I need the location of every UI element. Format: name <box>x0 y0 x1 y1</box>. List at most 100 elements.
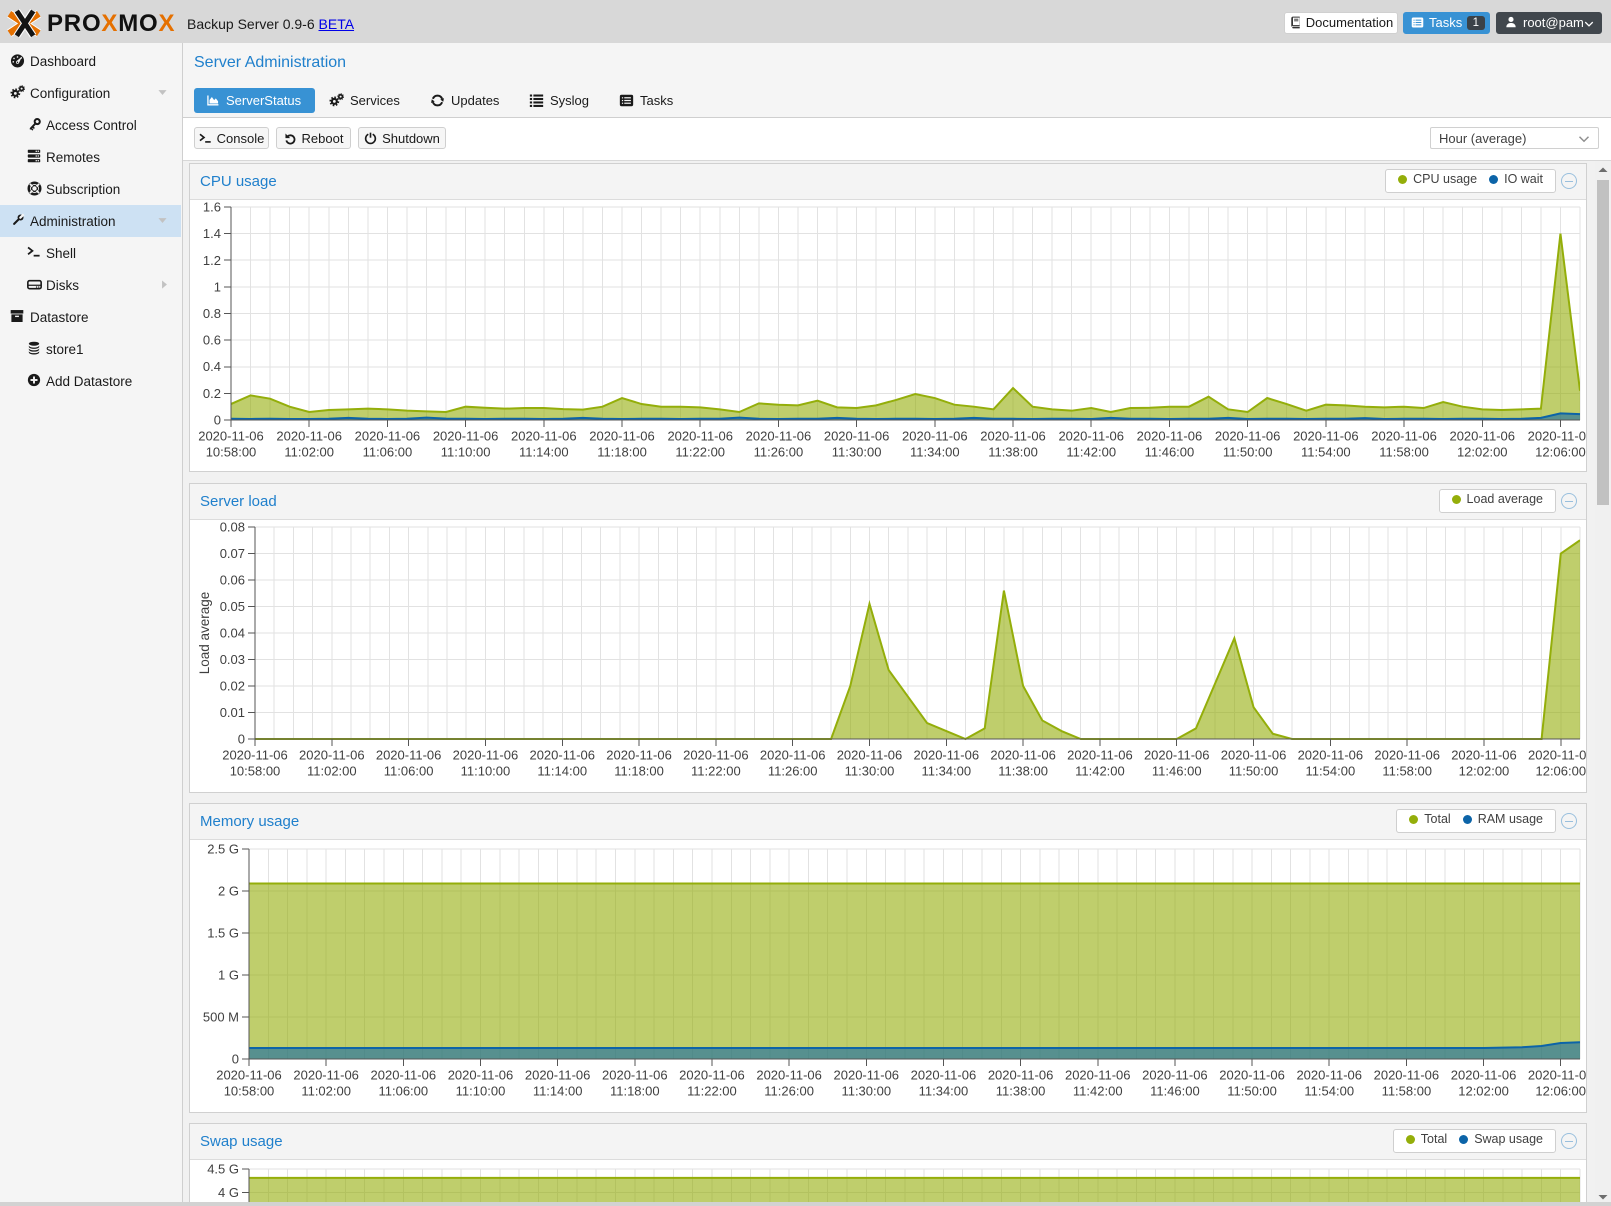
svg-text:0.08: 0.08 <box>220 520 245 535</box>
svg-text:2 G: 2 G <box>218 884 239 899</box>
svg-text:1: 1 <box>214 279 221 294</box>
svg-text:10:58:00: 10:58:00 <box>224 1084 275 1099</box>
svg-text:2020-11-06: 2020-11-06 <box>606 748 672 763</box>
svg-text:2020-11-06: 2020-11-06 <box>1067 748 1133 763</box>
svg-text:11:22:00: 11:22:00 <box>687 1084 737 1099</box>
svg-text:2020-11-06: 2020-11-06 <box>355 429 421 444</box>
svg-text:11:22:00: 11:22:00 <box>691 764 741 779</box>
svg-text:11:46:00: 11:46:00 <box>1145 445 1195 460</box>
svg-text:11:50:00: 11:50:00 <box>1229 764 1279 779</box>
svg-text:1.6: 1.6 <box>203 200 221 215</box>
svg-text:2020-11-06: 2020-11-06 <box>834 1068 900 1083</box>
svg-text:11:06:00: 11:06:00 <box>384 764 434 779</box>
svg-text:1.4: 1.4 <box>203 226 221 241</box>
svg-text:2020-11-06: 2020-11-06 <box>602 1068 668 1083</box>
svg-text:2020-11-06: 2020-11-06 <box>376 748 442 763</box>
svg-text:11:14:00: 11:14:00 <box>533 1084 583 1099</box>
svg-text:2020-11-06: 2020-11-06 <box>1528 429 1586 444</box>
svg-text:2020-11-06: 2020-11-06 <box>988 1068 1054 1083</box>
svg-text:1 G: 1 G <box>218 968 239 983</box>
svg-text:2020-11-06: 2020-11-06 <box>824 429 890 444</box>
svg-text:0.03: 0.03 <box>220 652 245 667</box>
svg-text:11:02:00: 11:02:00 <box>307 764 357 779</box>
svg-text:11:14:00: 11:14:00 <box>537 764 587 779</box>
svg-text:2020-11-06: 2020-11-06 <box>760 748 826 763</box>
svg-text:2020-11-06: 2020-11-06 <box>448 1068 514 1083</box>
svg-text:2020-11-06: 2020-11-06 <box>1221 748 1287 763</box>
svg-text:2020-11-06: 2020-11-06 <box>1219 1068 1285 1083</box>
svg-text:2020-11-06: 2020-11-06 <box>1374 1068 1440 1083</box>
svg-text:11:14:00: 11:14:00 <box>519 445 569 460</box>
svg-text:10:58:00: 10:58:00 <box>206 445 257 460</box>
svg-text:11:06:00: 11:06:00 <box>363 445 413 460</box>
svg-text:2020-11-06: 2020-11-06 <box>589 429 655 444</box>
svg-text:2020-11-06: 2020-11-06 <box>371 1068 437 1083</box>
svg-text:11:06:00: 11:06:00 <box>378 1084 428 1099</box>
svg-text:11:38:00: 11:38:00 <box>996 1084 1046 1099</box>
svg-text:11:02:00: 11:02:00 <box>301 1084 351 1099</box>
svg-text:2020-11-06: 2020-11-06 <box>679 1068 745 1083</box>
svg-text:2020-11-06: 2020-11-06 <box>276 429 342 444</box>
svg-text:0.02: 0.02 <box>220 679 245 694</box>
svg-text:2020-11-06: 2020-11-06 <box>529 748 595 763</box>
svg-text:11:58:00: 11:58:00 <box>1382 1084 1432 1099</box>
svg-text:2020-11-06: 2020-11-06 <box>453 748 519 763</box>
svg-text:2020-11-06: 2020-11-06 <box>1371 429 1437 444</box>
svg-text:2020-11-06: 2020-11-06 <box>299 748 365 763</box>
svg-text:11:22:00: 11:22:00 <box>675 445 725 460</box>
svg-text:11:30:00: 11:30:00 <box>832 445 882 460</box>
svg-text:Load average: Load average <box>197 592 212 675</box>
svg-text:11:58:00: 11:58:00 <box>1379 445 1429 460</box>
svg-text:1.5 G: 1.5 G <box>207 926 239 941</box>
svg-text:0.01: 0.01 <box>220 705 245 720</box>
svg-text:0: 0 <box>214 413 221 428</box>
svg-text:11:30:00: 11:30:00 <box>841 1084 891 1099</box>
svg-text:4.5 G: 4.5 G <box>207 1162 239 1177</box>
svg-text:11:38:00: 11:38:00 <box>988 445 1038 460</box>
svg-text:12:02:00: 12:02:00 <box>1458 1084 1509 1099</box>
svg-text:2020-11-06: 2020-11-06 <box>1451 1068 1517 1083</box>
svg-text:2020-11-06: 2020-11-06 <box>1215 429 1281 444</box>
svg-text:10:58:00: 10:58:00 <box>230 764 281 779</box>
svg-text:11:10:00: 11:10:00 <box>441 445 491 460</box>
svg-text:11:50:00: 11:50:00 <box>1223 445 1273 460</box>
svg-text:2020-11-06: 2020-11-06 <box>433 429 499 444</box>
svg-text:1.2: 1.2 <box>203 253 221 268</box>
svg-text:11:34:00: 11:34:00 <box>919 1084 969 1099</box>
svg-text:2020-11-06: 2020-11-06 <box>1298 748 1364 763</box>
svg-text:11:46:00: 11:46:00 <box>1150 1084 1200 1099</box>
svg-text:2020-11-06: 2020-11-06 <box>1449 429 1515 444</box>
svg-text:2020-11-06: 2020-11-06 <box>756 1068 822 1083</box>
svg-text:11:18:00: 11:18:00 <box>610 1084 660 1099</box>
svg-text:11:58:00: 11:58:00 <box>1382 764 1432 779</box>
svg-text:0.04: 0.04 <box>220 626 245 641</box>
svg-text:2020-11-06: 2020-11-06 <box>525 1068 591 1083</box>
svg-text:2020-11-06: 2020-11-06 <box>222 748 288 763</box>
svg-text:0.8: 0.8 <box>203 306 221 321</box>
svg-text:12:02:00: 12:02:00 <box>1457 445 1508 460</box>
svg-text:2020-11-06: 2020-11-06 <box>198 429 264 444</box>
svg-text:2020-11-06: 2020-11-06 <box>1528 748 1586 763</box>
svg-text:2020-11-06: 2020-11-06 <box>1374 748 1440 763</box>
svg-text:11:18:00: 11:18:00 <box>597 445 647 460</box>
svg-text:2020-11-06: 2020-11-06 <box>1528 1068 1586 1083</box>
svg-text:2020-11-06: 2020-11-06 <box>1451 748 1517 763</box>
svg-text:11:34:00: 11:34:00 <box>921 764 971 779</box>
svg-text:11:54:00: 11:54:00 <box>1306 764 1356 779</box>
svg-text:12:06:00: 12:06:00 <box>1535 1084 1586 1099</box>
svg-text:2020-11-06: 2020-11-06 <box>914 748 980 763</box>
svg-text:2020-11-06: 2020-11-06 <box>293 1068 359 1083</box>
svg-text:500 M: 500 M <box>203 1010 239 1025</box>
svg-text:11:26:00: 11:26:00 <box>768 764 818 779</box>
svg-text:11:42:00: 11:42:00 <box>1073 1084 1123 1099</box>
svg-text:11:18:00: 11:18:00 <box>614 764 664 779</box>
svg-text:11:38:00: 11:38:00 <box>998 764 1048 779</box>
svg-text:0.4: 0.4 <box>203 359 221 374</box>
svg-text:11:10:00: 11:10:00 <box>461 764 511 779</box>
svg-text:0: 0 <box>232 1052 239 1067</box>
svg-text:2020-11-06: 2020-11-06 <box>1058 429 1124 444</box>
svg-text:0.05: 0.05 <box>220 599 245 614</box>
svg-text:0.6: 0.6 <box>203 333 221 348</box>
svg-text:2020-11-06: 2020-11-06 <box>980 429 1046 444</box>
svg-text:2020-11-06: 2020-11-06 <box>1142 1068 1208 1083</box>
